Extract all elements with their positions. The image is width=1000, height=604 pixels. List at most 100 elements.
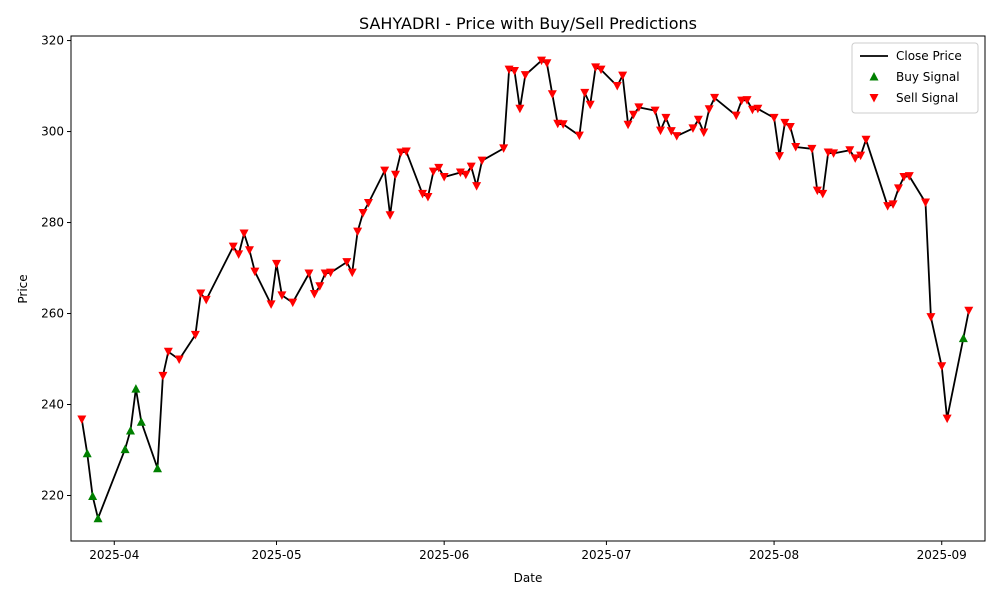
sell-signal-marker (812, 186, 822, 196)
sell-signal-marker (196, 289, 206, 299)
sell-signal-marker (461, 170, 471, 180)
sell-signal-marker (591, 63, 601, 72)
sell-signal-marker (899, 173, 909, 182)
y-axis-title: Price (16, 274, 30, 303)
sell-signal-marker (201, 295, 211, 305)
x-tick-label: 2025-04 (89, 548, 139, 562)
sell-signal-marker (358, 208, 368, 218)
buy-signal-marker (82, 448, 92, 458)
sell-signal-marker (883, 202, 893, 211)
sell-signal-marker (742, 96, 752, 105)
y-tick-label: 220 (41, 489, 64, 503)
sell-signal-marker (656, 126, 666, 136)
sell-signal-marker (515, 104, 525, 114)
x-tick-label: 2025-08 (749, 548, 799, 562)
sell-signal-marker (769, 113, 779, 123)
buy-signal-marker (88, 491, 98, 500)
sell-signal-marker (850, 154, 860, 163)
sell-signal-marker (774, 152, 784, 161)
legend-label-buy-signal: Buy Signal (896, 70, 960, 84)
sell-signal-marker (547, 90, 557, 99)
sell-signal-marker (634, 103, 644, 112)
sell-signal-marker (418, 189, 428, 199)
sell-signal-marker (77, 415, 87, 425)
sell-signal-marker (926, 313, 936, 322)
sell-signal-marker (466, 162, 476, 172)
legend: Close Price Buy Signal Sell Signal (851, 42, 979, 114)
sell-signal-marker (477, 156, 487, 166)
y-tick-label: 300 (41, 125, 64, 139)
y-tick-label: 280 (41, 216, 64, 230)
sell-signal-marker (699, 128, 709, 137)
sell-signal-marker (342, 258, 352, 267)
sell-signal-marker (309, 289, 319, 299)
sell-signal-marker (190, 330, 200, 340)
sell-signal-marker (509, 67, 519, 76)
sell-signal-marker (353, 227, 363, 237)
sell-signal-marker (401, 147, 411, 157)
sell-signal-marker (250, 267, 260, 277)
buy-signal-marker (125, 425, 135, 435)
legend-label-sell-signal: Sell Signal (896, 91, 958, 105)
chart-title: SAHYADRI - Price with Buy/Sell Predictio… (359, 14, 697, 33)
sell-signal-marker (780, 118, 790, 128)
sell-signal-marker (618, 71, 628, 81)
x-tick-label: 2025-06 (419, 548, 469, 562)
sell-signal-marker (666, 127, 676, 136)
sell-signal-marker (921, 198, 931, 208)
sell-signal-marker (904, 172, 914, 181)
sell-signal-marker (596, 65, 606, 75)
sell-signal-marker (704, 105, 714, 114)
sell-signal-marker (304, 269, 314, 278)
buy-signal-marker (136, 417, 146, 426)
sell-signal-marker (266, 300, 276, 309)
buy-signal-marker (153, 463, 163, 473)
sell-signal-marker (893, 184, 903, 193)
sell-signal-marker (580, 88, 590, 98)
axes-frame (70, 35, 986, 542)
sell-signal-marker (472, 182, 482, 191)
sell-signal-marker (380, 166, 390, 176)
sell-signal-marker (731, 111, 741, 121)
sell-signal-marker (428, 167, 438, 177)
y-axis: 220 240 260 280 300 320 (41, 34, 71, 503)
x-tick-label: 2025-05 (251, 548, 301, 562)
sell-signal-marker (234, 250, 244, 259)
sell-signal-marker (785, 122, 795, 132)
buy-signal-marker (120, 444, 130, 454)
sell-signal-marker (537, 56, 547, 66)
sell-signal-marker (558, 120, 568, 129)
sell-signal-marker (390, 170, 400, 180)
y-tick-label: 240 (41, 398, 64, 412)
sell-signal-marker (612, 82, 622, 91)
sell-signal-marker (158, 371, 168, 381)
buy-signal-marker (958, 333, 968, 343)
sell-signal-marker (753, 104, 763, 114)
sell-signal-marker (623, 120, 633, 130)
legend-buy-triangle-icon (869, 72, 879, 81)
sell-signal-marker (320, 269, 330, 278)
sell-signal-marker (628, 110, 638, 120)
y-tick-label: 260 (41, 307, 64, 321)
sell-signal-marker (888, 200, 898, 209)
sell-signal-marker (542, 59, 552, 68)
sell-signal-marker (710, 93, 720, 103)
sell-signal-marker (272, 259, 282, 269)
sell-signal-marker (347, 268, 357, 278)
sell-signal-marker (829, 149, 839, 158)
legend-sell-triangle-icon (869, 94, 879, 103)
sell-signal-marker (791, 143, 801, 152)
sell-signal-marker (423, 193, 433, 202)
sell-signal-marker (672, 132, 682, 141)
sell-signal-marker (244, 246, 254, 255)
sell-signal-marker (942, 414, 952, 424)
sell-signal-marker (661, 113, 671, 123)
sell-signal-marker (228, 242, 238, 252)
sell-signal-marker (964, 306, 974, 316)
legend-label-close-price: Close Price (896, 49, 962, 63)
sell-signal-marker (385, 211, 395, 220)
sell-signal-marker (363, 198, 373, 208)
x-axis-title: Date (514, 571, 543, 585)
sell-signal-marker (818, 189, 828, 199)
